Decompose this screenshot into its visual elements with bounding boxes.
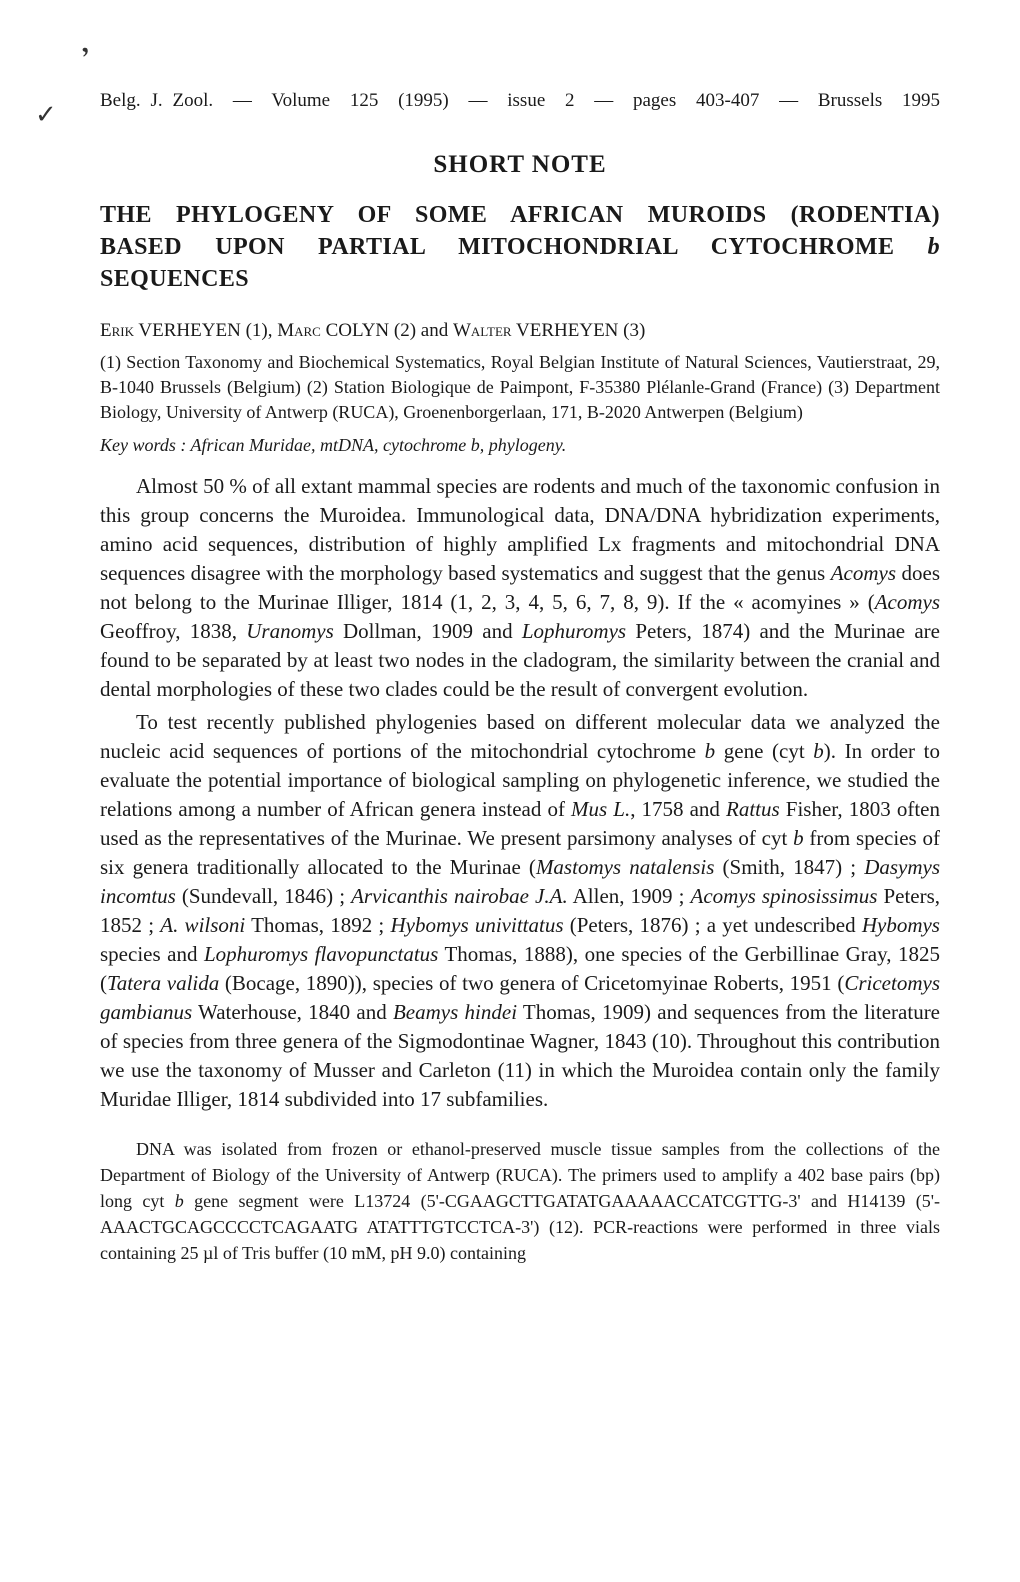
author2-first: Marc [277,320,321,341]
city: Brussels [818,90,882,111]
p1-i1: Acomys [831,561,896,585]
m-t2: gene segment were L13724 (5'-CGAAGCTTGAT… [100,1191,940,1263]
issue: 2 [565,90,575,111]
pages: 403-407 [696,90,759,111]
p2-t8: (Sundevall, 1846) ; [176,884,351,908]
p2-i3: Mus L. [571,797,630,821]
p2-i13: Lophuromys flavopunctatus [204,942,438,966]
p2-i2: b [813,739,824,763]
title-line1: THE PHYLOGENY OF SOME AFRICAN MUROIDS (R… [100,199,940,231]
m-i1: b [175,1191,184,1211]
author1-last: VERHEYEN [138,320,240,341]
keywords-label: Key words [100,435,176,455]
p2-t16: Waterhouse, 1840 and [192,1000,393,1024]
author2-aff: (2) [394,320,416,341]
journal-header: Belg. J. Zool. — Volume 125 (1995) — iss… [100,88,940,115]
journal-abbr: Belg. J. Zool. [100,90,213,111]
p2-i6: Mastomys natalensis [536,855,714,879]
p2-t9: Allen, 1909 ; [568,884,691,908]
p2-i11: Hybomys univittatus [390,913,563,937]
p2-t13: species and [100,942,204,966]
keywords-text: African Muridae, mtDNA, cytochrome b, ph… [191,435,567,455]
p2-t11: Thomas, 1892 ; [245,913,390,937]
p2-t2: gene (cyt [715,739,813,763]
author1-aff: (1) [246,320,268,341]
section-short-note: SHORT NOTE [100,151,940,179]
p2-i14: Tatera valida [107,971,219,995]
p2-i8: Arvicanthis nairobae J.A. [351,884,568,908]
author1-first: Erik [100,320,134,341]
author3-first: Walter [453,320,512,341]
title-line3: SEQUENCES [100,266,249,292]
p2-t4: , 1758 and [630,797,726,821]
page-mark-side: ✓ [35,100,57,130]
pages-label: pages [633,90,676,111]
p2-i10: A. wilsoni [160,913,245,937]
p1-i3: Uranomys [246,619,334,643]
volume-label: Volume [271,90,330,111]
paragraph-1: Almost 50 % of all extant mammal species… [100,472,940,704]
p2-t15: (Bocage, 1890)), species of two genera o… [219,971,844,995]
dash: — [779,90,798,111]
year: 1995 [902,90,940,111]
p2-t12: (Peters, 1876) ; a yet undescribed [564,913,862,937]
p1-t1: Almost 50 % of all extant mammal species… [100,474,940,585]
p1-t4: Dollman, 1909 and [334,619,522,643]
keywords: Key words : African Muridae, mtDNA, cyto… [100,435,940,456]
affiliations: (1) Section Taxonomy and Biochemical Sys… [100,350,940,426]
author3-aff: (3) [623,320,645,341]
p2-i9: Acomys spinosissimus [691,884,878,908]
dash: — [469,90,488,111]
p1-t3: Geoffroy, 1838, [100,619,246,643]
and: and [421,320,448,341]
methods-paragraph: DNA was isolated from frozen or ethanol-… [100,1136,940,1266]
page-content: Belg. J. Zool. — Volume 125 (1995) — iss… [0,0,1020,1326]
title-line2a: BASED UPON PARTIAL MITOCHONDRIAL CYTOCHR… [100,234,928,260]
p2-i5: b [793,826,804,850]
issue-label: issue [507,90,545,111]
author-line: Erik VERHEYEN (1), Marc COLYN (2) and Wa… [100,320,940,342]
title-line2b: b [928,234,940,260]
p2-i1: b [705,739,716,763]
year-paren: (1995) [398,90,449,111]
author2-last: COLYN [326,320,390,341]
p2-i12: Hybomys [862,913,940,937]
p1-i4: Lophuromys [522,619,626,643]
p2-i16: Beamys hindei [393,1000,517,1024]
p2-t7: (Smith, 1847) ; [714,855,864,879]
dash: — [233,90,252,111]
dash: — [594,90,613,111]
paragraph-2: To test recently published phylogenies b… [100,708,940,1114]
author3-last: VERHEYEN [516,320,618,341]
volume: 125 [350,90,379,111]
p1-i2: Acomys [875,590,940,614]
p2-i4: Rattus [726,797,780,821]
article-title: THE PHYLOGENY OF SOME AFRICAN MUROIDS (R… [100,199,940,296]
